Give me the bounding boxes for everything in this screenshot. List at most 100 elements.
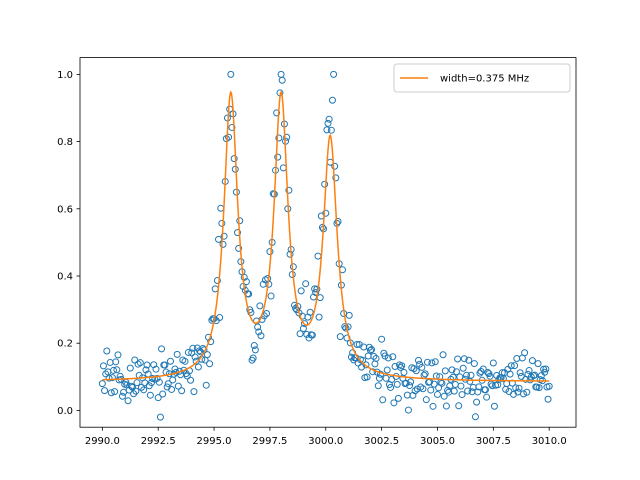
- data-point: [375, 374, 383, 382]
- data-point: [273, 109, 281, 117]
- data-point: [520, 390, 527, 398]
- data-point: [422, 396, 430, 404]
- data-point: [202, 381, 210, 389]
- data-point: [418, 363, 426, 371]
- data-point: [227, 70, 235, 78]
- data-point: [188, 349, 196, 357]
- data-point: [331, 162, 339, 170]
- data-point: [146, 391, 154, 399]
- data-point: [168, 385, 176, 393]
- data-point: [389, 353, 397, 361]
- data-point: [302, 280, 310, 288]
- data-point: [363, 373, 371, 381]
- data-point: [315, 313, 323, 321]
- data-point: [454, 355, 462, 363]
- data-point: [483, 393, 491, 401]
- data-point: [464, 387, 472, 395]
- data-point: [345, 311, 353, 319]
- data-point: [131, 356, 139, 364]
- data-point: [216, 314, 224, 322]
- data-point: [412, 367, 420, 375]
- data-point: [112, 358, 120, 366]
- data-point: [495, 376, 503, 384]
- data-point: [353, 340, 361, 348]
- data-point: [286, 250, 294, 258]
- data-point: [285, 186, 293, 194]
- data-point: [528, 357, 536, 365]
- data-point: [161, 361, 169, 369]
- data-point: [194, 363, 202, 371]
- data-point: [267, 292, 275, 300]
- data-point: [318, 223, 326, 231]
- data-point: [181, 357, 189, 365]
- data-point: [341, 323, 349, 331]
- data-point: [458, 391, 466, 399]
- x-tick-label: 3005.0: [420, 436, 455, 447]
- data-point: [479, 365, 487, 373]
- data-point: [441, 367, 449, 375]
- data-point: [457, 382, 465, 390]
- data-point: [400, 368, 408, 376]
- data-point: [191, 353, 199, 361]
- data-point: [257, 332, 265, 340]
- data-point: [506, 370, 514, 378]
- data-point: [155, 378, 163, 386]
- data-point: [236, 217, 244, 225]
- data-point: [433, 390, 441, 398]
- data-point: [166, 357, 174, 365]
- data-point: [384, 354, 392, 362]
- data-point: [440, 392, 448, 400]
- data-point: [531, 371, 539, 379]
- data-point: [207, 338, 215, 346]
- data-point: [494, 381, 502, 389]
- data-point: [178, 387, 186, 395]
- data-point: [296, 330, 304, 338]
- data-point: [393, 380, 401, 388]
- data-point: [404, 406, 412, 414]
- x-tick-label: 3010.0: [532, 436, 567, 447]
- x-tick-label: 2990.0: [85, 436, 120, 447]
- data-point: [540, 365, 548, 373]
- data-point: [336, 333, 344, 341]
- data-point: [334, 217, 342, 225]
- data-point: [111, 388, 119, 396]
- data-point: [463, 371, 471, 379]
- data-point: [429, 402, 437, 410]
- data-point: [312, 289, 320, 297]
- data-point: [99, 362, 107, 370]
- data-point: [143, 361, 151, 369]
- data-point: [251, 346, 259, 354]
- data-point: [439, 351, 447, 359]
- data-point: [256, 302, 264, 310]
- data-point: [321, 180, 329, 188]
- data-point: [381, 352, 389, 360]
- data-point: [108, 374, 116, 382]
- data-point: [467, 371, 475, 379]
- data-point: [263, 310, 271, 317]
- data-point: [465, 356, 473, 364]
- data-point: [455, 402, 463, 410]
- data-point: [328, 96, 336, 104]
- data-point: [322, 209, 330, 217]
- x-tick-label: 2995.0: [197, 436, 232, 447]
- data-point: [427, 386, 435, 394]
- data-point: [114, 351, 122, 359]
- data-point: [206, 360, 214, 368]
- y-axis: 0.0 0.2 0.4 0.6 0.8 1.0: [57, 70, 80, 417]
- data-point: [132, 387, 140, 395]
- data-point: [274, 153, 282, 161]
- data-point: [158, 345, 166, 353]
- data-point: [411, 387, 419, 395]
- data-point: [368, 346, 376, 354]
- data-point: [438, 379, 446, 387]
- data-point: [142, 366, 150, 374]
- y-tick-label: 1.0: [57, 70, 73, 81]
- data-point: [297, 287, 305, 295]
- x-tick-label: 2992.5: [141, 436, 176, 447]
- data-point: [365, 343, 373, 351]
- data-point: [442, 402, 450, 410]
- data-point: [299, 325, 307, 333]
- data-point: [407, 378, 415, 386]
- data-point: [213, 277, 221, 285]
- data-point: [152, 365, 160, 373]
